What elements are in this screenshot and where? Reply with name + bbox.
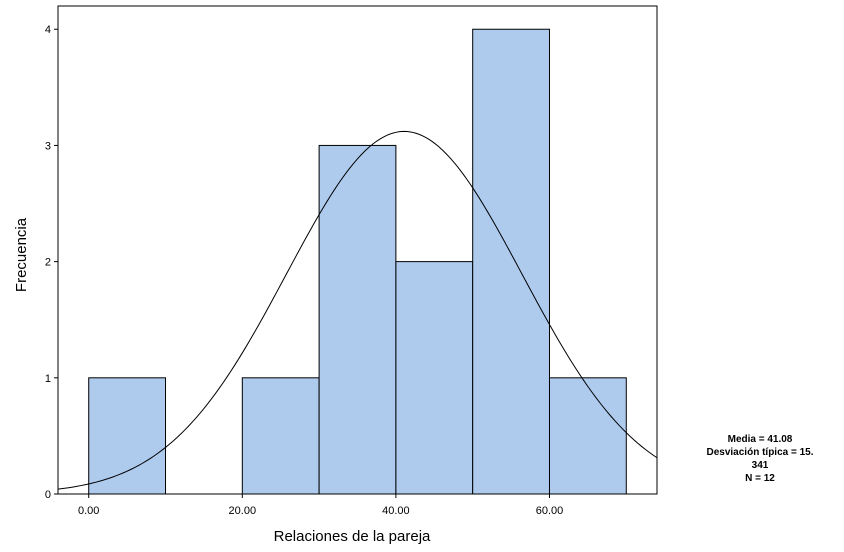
x-tick-label-2: 40.00 (382, 505, 410, 517)
histogram-bar-5 (472, 28, 550, 495)
y-tick-label-0: 0 (45, 489, 51, 501)
y-tick-label-3: 3 (45, 140, 51, 152)
x-tick-label-3: 60.00 (536, 505, 564, 517)
x-tick-label-0: 0.00 (78, 505, 99, 517)
x-axis-title: Relaciones de la pareja (274, 528, 431, 545)
stats-std-dev: Desviación típica = 15. (707, 447, 814, 458)
histogram-bars (88, 28, 627, 495)
y-tick-label-4: 4 (45, 24, 51, 36)
histogram-bar-6 (548, 377, 627, 495)
y-axis: 0 1 2 3 4 (45, 24, 58, 501)
stats-n: N = 12 (745, 473, 775, 484)
x-tick-label-1: 20.00 (229, 505, 257, 517)
plot-frame (57, 5, 658, 495)
y-tick-label-2: 2 (45, 257, 51, 269)
stats-std-dev-cont: 341 (752, 460, 769, 471)
histogram-bar-0 (88, 377, 167, 495)
histogram-bar-2 (241, 377, 320, 495)
normal-curve (57, 130, 658, 490)
y-tick-label-1: 1 (45, 373, 51, 385)
x-axis: 0.00 20.00 40.00 60.00 (78, 494, 563, 517)
histogram-bar-3 (318, 144, 397, 495)
histogram-bar-4 (395, 261, 474, 495)
stats-mean: Media = 41.08 (728, 434, 793, 445)
y-axis-title: Frecuencia (13, 217, 30, 292)
statistics-box: Media = 41.08 Desviación típica = 15. 34… (707, 434, 814, 484)
